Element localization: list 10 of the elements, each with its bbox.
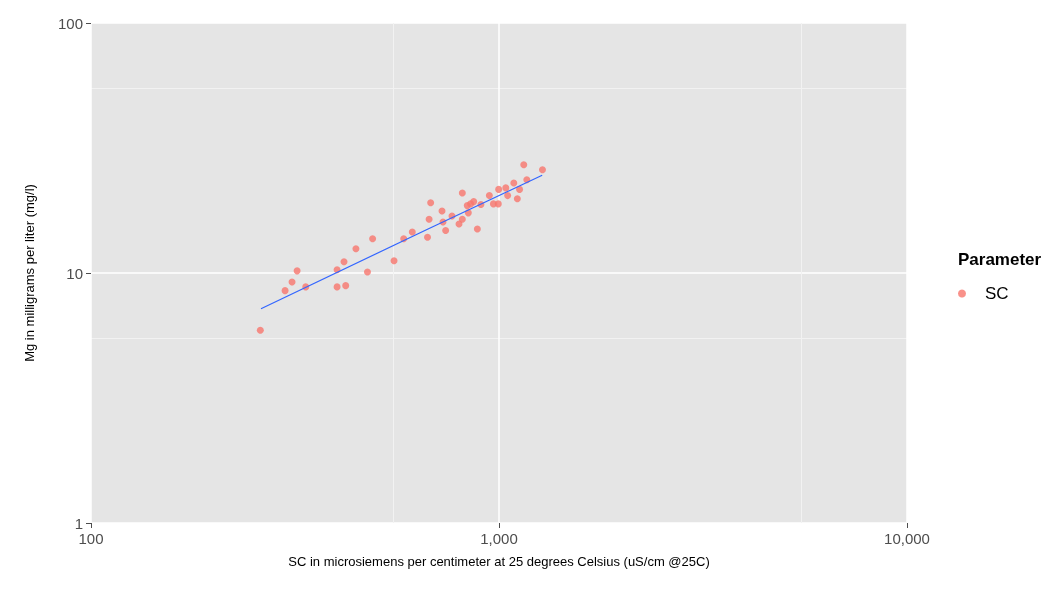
y-tick-label: 100: [57, 14, 83, 32]
y-axis-title: Mg in milligrams per liter (mg/l): [22, 184, 37, 362]
y-tick-label: 1: [74, 514, 83, 532]
x-tick-label: 1,000: [480, 530, 518, 547]
x-tick-label: 10,000: [884, 530, 930, 547]
y-tick-label: 10: [66, 264, 83, 282]
legend-title: Parameter: [958, 250, 1042, 269]
legend-label: SC: [985, 284, 1009, 303]
x-tick-label: 100: [78, 530, 104, 547]
x-axis-title: SC in microsiemens per centimeter at 25 degrees Celsius (uS/cm @25C): [288, 554, 710, 569]
